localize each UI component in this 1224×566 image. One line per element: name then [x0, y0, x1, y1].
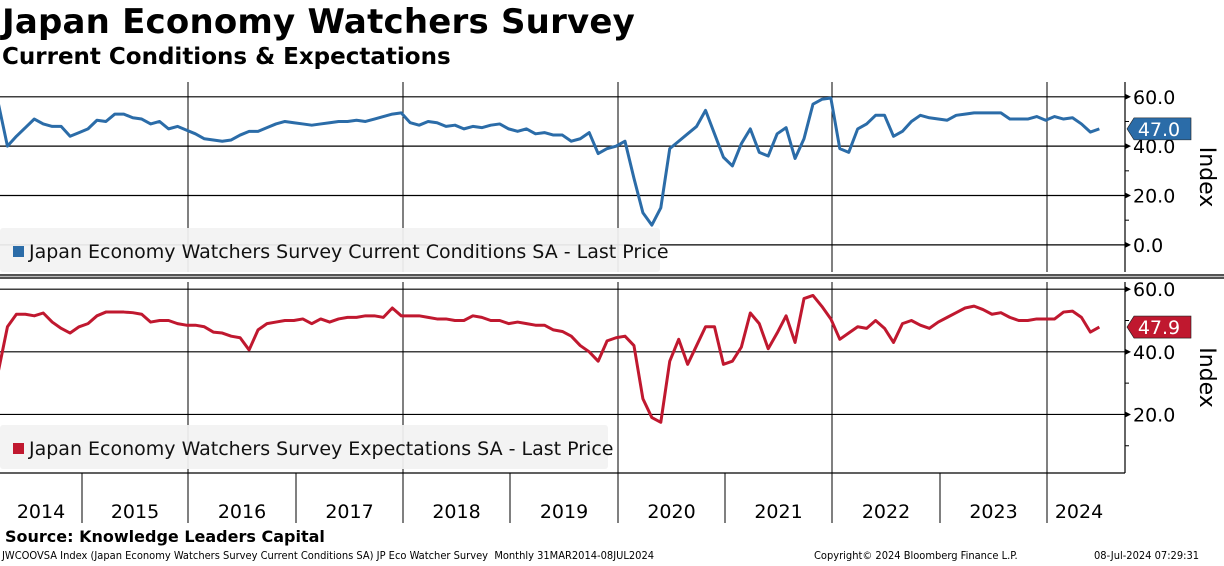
y-tick-label: 40.0: [1133, 342, 1175, 364]
legend-box: [0, 425, 608, 469]
x-tick-label: 2023: [969, 501, 1017, 523]
y-tick-label: 60.0: [1133, 279, 1175, 301]
y-tick-mark: [1125, 192, 1131, 199]
y-tick-label: 20.0: [1133, 404, 1175, 426]
footer-timestamp: 08-Jul-2024 07:29:31: [1094, 549, 1200, 562]
footer-series-info: JWCOOVSA Index (Japan Economy Watchers S…: [2, 549, 655, 562]
y-tick-label: 20.0: [1133, 186, 1175, 208]
x-tick-label: 2014: [17, 501, 65, 523]
current-conditions-line: [0, 96, 1100, 227]
legend-swatch: [13, 443, 24, 454]
source-note: Source: Knowledge Leaders Capital: [5, 527, 325, 546]
y-tick-mark: [1125, 93, 1131, 100]
y-tick-label: 0.0: [1133, 235, 1163, 257]
x-tick-label: 2024: [1055, 501, 1103, 523]
y-tick-mark: [1125, 348, 1131, 355]
y-axis-label: Index: [1194, 347, 1219, 408]
y-tick-mark: [1125, 143, 1131, 150]
last-value-label: 47.9: [1138, 317, 1180, 339]
y-tick-label: 40.0: [1133, 136, 1175, 158]
expectations-line: [0, 293, 1101, 424]
last-value-tag: [1126, 117, 1192, 141]
legend-swatch: [13, 246, 24, 257]
legend-label: Japan Economy Watchers Survey Current Co…: [28, 241, 669, 263]
x-tick-label: 2018: [432, 501, 480, 523]
x-tick-label: 2016: [218, 501, 266, 523]
y-axis-label: Index: [1194, 147, 1219, 208]
x-tick-label: 2019: [540, 501, 588, 523]
last-value-label: 47.0: [1138, 119, 1180, 141]
y-tick-mark: [1125, 411, 1131, 418]
x-tick-label: 2021: [754, 501, 802, 523]
y-tick-mark: [1125, 286, 1131, 293]
chart-subtitle: Current Conditions & Expectations: [2, 44, 451, 70]
y-tick-mark: [1125, 241, 1131, 248]
x-tick-label: 2015: [111, 501, 159, 523]
chart-title: Japan Economy Watchers Survey: [2, 2, 636, 42]
legend-box: [0, 228, 660, 272]
x-tick-label: 2022: [862, 501, 910, 523]
legend-label: Japan Economy Watchers Survey Expectatio…: [28, 438, 613, 460]
last-value-tag: [1126, 315, 1192, 339]
footer-copyright: Copyright© 2024 Bloomberg Finance L.P.: [814, 549, 1018, 562]
x-tick-label: 2017: [325, 501, 373, 523]
x-tick-label: 2020: [647, 501, 695, 523]
y-tick-label: 60.0: [1133, 87, 1175, 109]
